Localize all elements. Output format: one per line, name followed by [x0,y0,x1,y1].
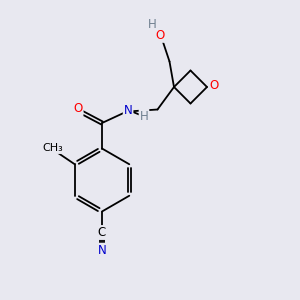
Text: CH₃: CH₃ [43,143,64,153]
Text: H: H [140,110,148,123]
Text: O: O [156,29,165,42]
Text: H: H [148,18,157,31]
Text: O: O [74,102,82,115]
Text: O: O [209,79,218,92]
Text: N: N [124,103,133,117]
Text: C: C [98,226,106,239]
Text: N: N [98,244,106,257]
